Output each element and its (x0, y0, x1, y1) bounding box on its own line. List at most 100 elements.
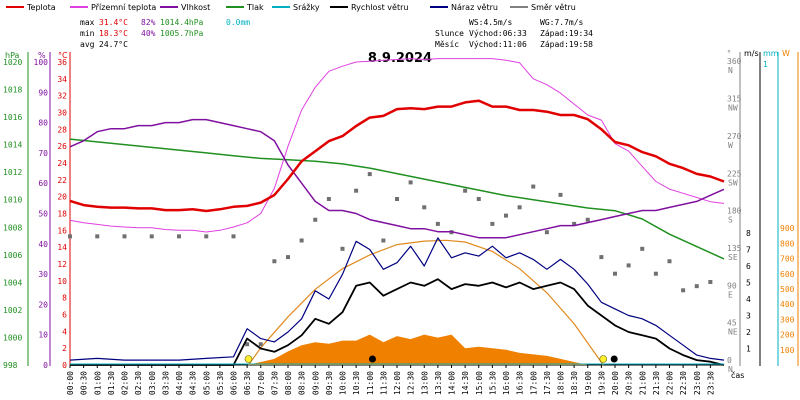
legend-label: Tlak (246, 3, 264, 12)
solar-tick-label: 200 (780, 331, 795, 340)
x-tick-label: 00:30 (80, 371, 89, 395)
legend-label: Směr větru (531, 3, 576, 12)
x-tick-label: 19:00 (584, 371, 593, 395)
wind-direction-point (354, 188, 359, 193)
stat-max-press: 1014.4hPa (160, 18, 204, 27)
deg-unit: ° (727, 49, 731, 58)
x-tick-label: 22:30 (679, 371, 688, 395)
temp-tick-label: 8 (62, 294, 67, 303)
time-axis-label: čas (731, 370, 744, 380)
ground-temperature-line (69, 58, 725, 233)
hpa-tick-label: 1020 (3, 58, 22, 67)
hum-tick-label: 20 (38, 300, 48, 309)
wind-direction-point (381, 238, 386, 243)
temp-tick-label: 36 (57, 58, 67, 67)
dir-name-tick-label: NE (728, 328, 738, 337)
x-tick-label: 02:00 (121, 371, 130, 395)
wind-gust-line (69, 237, 725, 361)
wind-direction-point (299, 238, 304, 243)
legend-label: Přízemní teplota (91, 3, 156, 12)
x-tick-label: 15:30 (488, 371, 497, 395)
wind-direction-point (422, 205, 427, 210)
w-unit: W (782, 49, 790, 58)
left-axes: 9981000100210041006100810101012101410161… (3, 58, 67, 370)
x-tick-label: 22:00 (666, 371, 675, 395)
legend-item-smer-vetru: Směr větru (510, 3, 576, 12)
x-tick-label: 17:00 (529, 371, 538, 395)
sunrise-marker (244, 355, 253, 363)
legend-item-vlhkost: Vlhkost (160, 3, 210, 12)
solar-tick-label: 100 (780, 346, 795, 355)
hum-tick-label: 40 (38, 240, 48, 249)
dir-name-tick-label: N (728, 365, 733, 374)
legend-item-rychlost-vetru: Rychlost větru (330, 3, 408, 12)
wind-direction-point (572, 221, 577, 226)
legend-item-naraz-vetru: Náraz větru (430, 3, 498, 12)
solar-tick-label: 600 (780, 270, 795, 279)
hum-tick-label: 0 (43, 361, 48, 370)
wind-direction-point (463, 188, 468, 193)
solar-tick-label: 800 (780, 239, 795, 248)
x-tick-label: 18:00 (557, 371, 566, 395)
sunset-marker (599, 355, 608, 363)
wind-direction-point (531, 184, 536, 189)
dir-name-tick-label: SE (728, 253, 738, 262)
wind-direction-point (149, 234, 154, 239)
legend-label: Srážky (293, 3, 320, 12)
temp-tick-label: 14 (57, 243, 67, 252)
stat-min-label: min (80, 29, 95, 38)
x-tick-label: 04:00 (175, 371, 184, 395)
stat-max-temp: 31.4°C (99, 18, 128, 27)
hum-tick-label: 30 (38, 270, 48, 279)
hpa-tick-label: 1014 (3, 141, 22, 150)
dir-deg-tick-label: 180 (727, 207, 742, 216)
wind-direction-point (613, 271, 617, 276)
x-tick-label: 18:30 (570, 371, 579, 395)
x-tick-label: 06:00 (230, 371, 239, 395)
wind-direction-point (653, 271, 658, 276)
wind-direction-points (68, 172, 713, 347)
wind-direction-point (517, 205, 522, 210)
hpa-tick-label: 1000 (3, 333, 22, 342)
hum-tick-label: 90 (38, 88, 48, 97)
solar-area (247, 334, 588, 365)
ms-unit: m/s (744, 49, 759, 58)
wind-direction-point (476, 197, 481, 201)
wind-direction-point (408, 180, 413, 185)
x-tick-label: 14:30 (461, 371, 470, 395)
stat-sun-label: Slunce (435, 29, 464, 38)
temp-unit: °C (58, 51, 68, 60)
wind-direction-point (95, 234, 100, 239)
solar-tick-label: 900 (780, 224, 795, 233)
x-tick-label: 10:30 (352, 371, 361, 395)
dir-name-tick-label: N (728, 66, 733, 75)
legend-item-prizemni-teplota: Přízemní teplota (70, 3, 156, 12)
stat-max-label: max (80, 18, 95, 27)
dir-deg-tick-label: 0 (727, 356, 732, 365)
wind-direction-point (490, 221, 495, 226)
dir-deg-tick-label: 315 (727, 95, 742, 104)
wind-direction-point (558, 192, 563, 197)
moonrise-marker (368, 355, 376, 363)
stat-moonset: Západ:19:58 (540, 40, 593, 49)
x-tick-label: 21:30 (652, 371, 661, 395)
hum-tick-label: 100 (34, 58, 49, 67)
temp-tick-label: 12 (57, 260, 67, 269)
x-tick-label: 01:30 (107, 371, 116, 395)
wind-tick-label: 8 (746, 229, 751, 238)
x-tick-label: 09:30 (325, 371, 334, 395)
dir-name-tick-label: W (728, 141, 733, 150)
legend-item-tlak: Tlak (226, 3, 264, 12)
hpa-tick-label: 1008 (3, 223, 22, 232)
x-tick-label: 13:30 (434, 371, 443, 395)
hum-unit: % (38, 51, 46, 60)
temp-tick-label: 32 (57, 92, 67, 101)
legend-label: Teplota (26, 3, 56, 12)
wind-direction-point (313, 217, 318, 222)
wind-direction-point (681, 288, 686, 293)
x-tick-label: 15:00 (475, 371, 484, 395)
hum-tick-label: 60 (38, 179, 48, 188)
temp-tick-label: 34 (57, 75, 67, 84)
hum-tick-label: 50 (38, 210, 48, 219)
